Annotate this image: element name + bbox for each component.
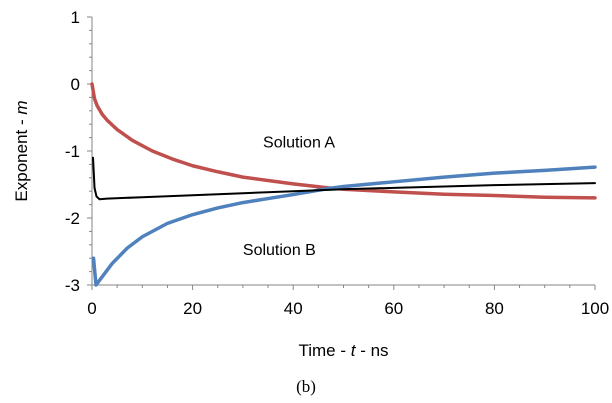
x-tick-label: 20 <box>183 299 202 318</box>
series-line-2 <box>91 165 597 287</box>
x-tick-label: 0 <box>87 299 96 318</box>
figure-caption: (b) <box>296 377 316 396</box>
x-tick-label: 40 <box>284 299 303 318</box>
y-tick-label: 0 <box>71 75 80 94</box>
x-axis-title: Time - t - ns <box>298 341 388 360</box>
series-line-1 <box>90 82 597 200</box>
y-tick-label: -2 <box>65 209 80 228</box>
y-axis-title: Exponent - m <box>12 100 31 201</box>
plot-area <box>92 17 595 285</box>
y-tick-label: -3 <box>65 276 80 295</box>
series-group <box>90 82 597 287</box>
y-tick-label: 1 <box>71 8 80 27</box>
y-tick-label: -1 <box>65 142 80 161</box>
axis-labels: 1 0 -1 -2 -3 0 20 40 60 80 100 Solution A Solution B <box>65 8 609 318</box>
axis-ticks <box>87 16 596 290</box>
x-tick-label: 60 <box>384 299 403 318</box>
x-tick-label: 80 <box>485 299 504 318</box>
series-line-3 <box>92 156 596 201</box>
series-annotation: Solution A <box>263 135 335 152</box>
x-tick-label: 100 <box>581 299 609 318</box>
series-annotation: Solution B <box>243 242 316 259</box>
